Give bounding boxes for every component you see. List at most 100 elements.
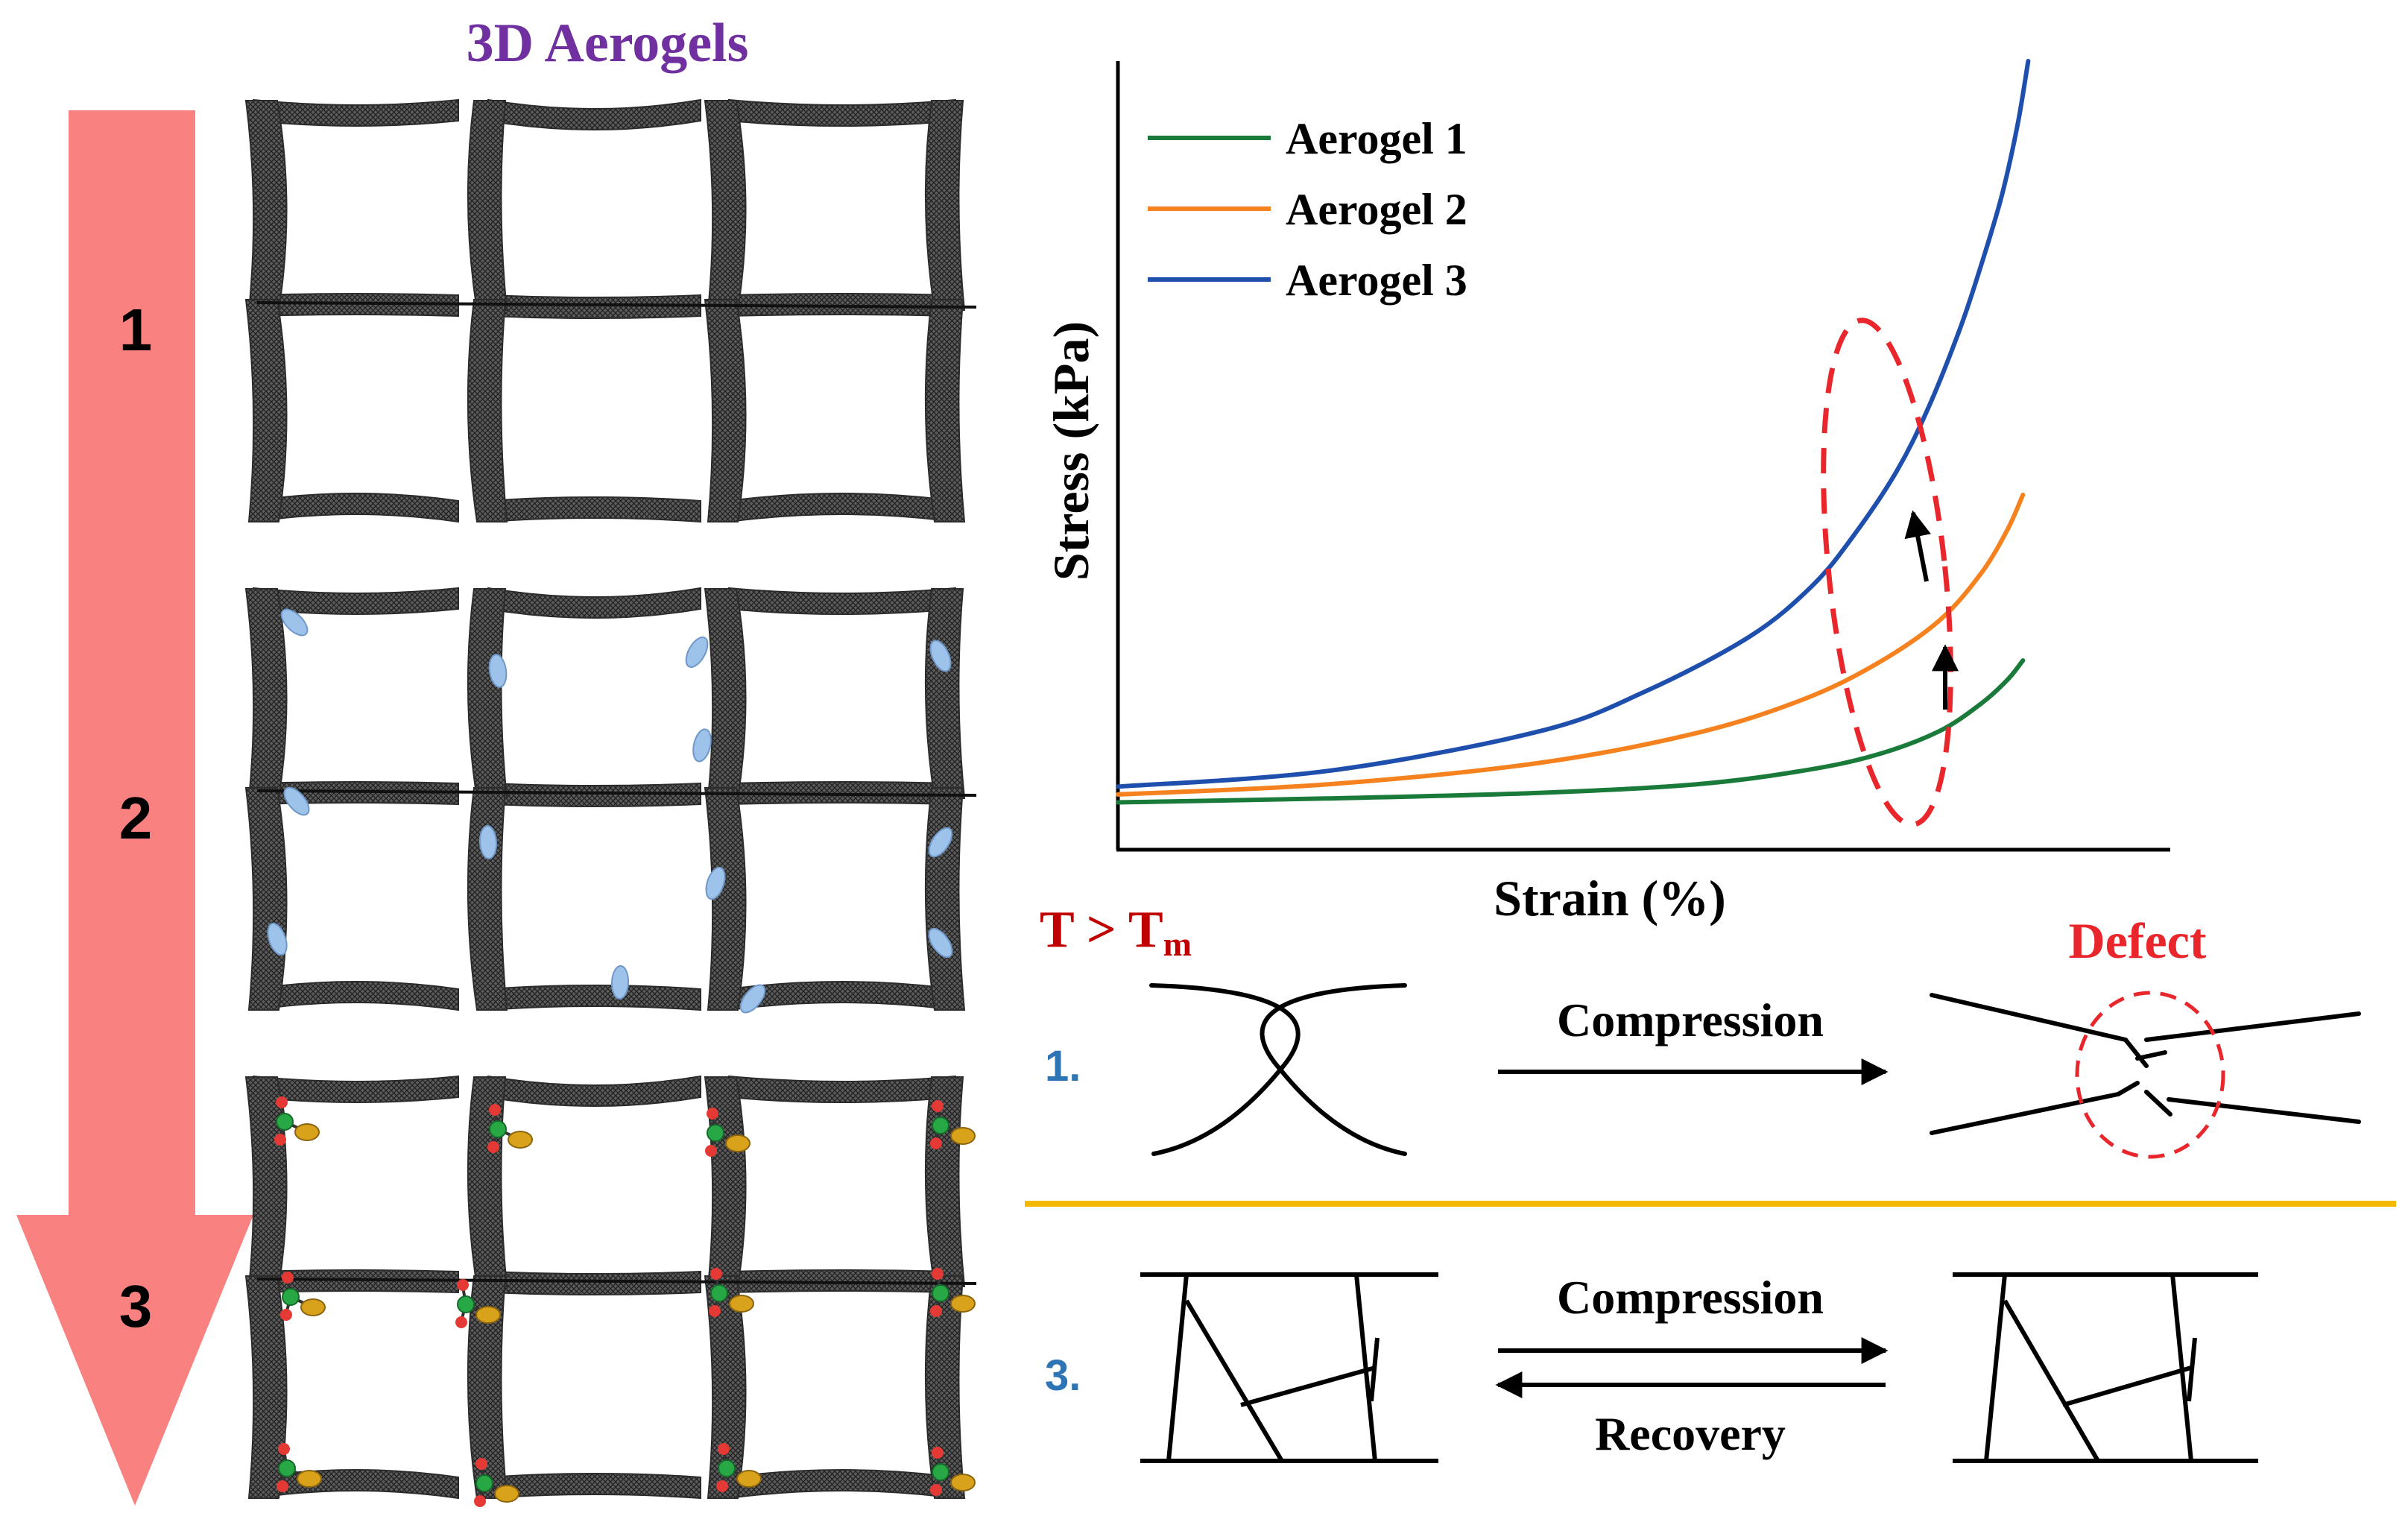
- crosslinker-molecule: [276, 1443, 322, 1492]
- cell-wall: [487, 587, 701, 619]
- cell-wall: [924, 1076, 966, 1287]
- crosslinker-molecule: [455, 1279, 501, 1328]
- progression-arrow: [16, 110, 253, 1506]
- cell-wall: [924, 1275, 966, 1499]
- increase-arrow-upper: [1904, 510, 1931, 582]
- crosslinker-molecule: [274, 1096, 320, 1146]
- crosslinker-molecule: [280, 1272, 326, 1321]
- cell-wall: [467, 299, 508, 522]
- nanoparticle-bead: [705, 866, 726, 900]
- cell-wall: [253, 587, 459, 615]
- cell-wall: [487, 985, 701, 1011]
- cell-wall: [487, 98, 701, 130]
- legend-label-aerogel-1: Aerogel 1: [1286, 114, 1467, 163]
- cell-wall: [728, 1469, 956, 1500]
- cell-wall: [704, 299, 747, 522]
- right-arc: [1260, 983, 1407, 1156]
- cell-wall: [487, 782, 701, 807]
- nanoparticle-bead: [685, 637, 709, 668]
- legend-item-aerogel-1: Aerogel 1: [1148, 114, 1467, 163]
- cell-wall: [728, 587, 956, 615]
- aerogel-frame-2: [244, 587, 977, 1014]
- nanoparticle-bead: [488, 654, 508, 688]
- defect-ellipse: [2075, 991, 2225, 1159]
- y-axis-label: Stress (kPa): [1043, 321, 1099, 581]
- cell-wall: [467, 100, 508, 311]
- compression-label-1: Compression: [1557, 994, 1824, 1046]
- cell-wall: [244, 588, 288, 799]
- cell-wall: [487, 294, 701, 319]
- series-line-aerogel-1: [1116, 658, 2026, 805]
- cell-wall: [244, 1076, 288, 1287]
- legend-item-aerogel-2: Aerogel 2: [1148, 185, 1467, 234]
- cell-wall: [253, 293, 459, 318]
- cell-wall: [244, 100, 288, 311]
- cell-wall: [924, 100, 966, 311]
- cell-wall: [924, 299, 966, 522]
- cell-wall: [704, 100, 747, 311]
- cell-wall: [467, 1076, 508, 1287]
- cell-wall: [728, 98, 956, 127]
- nanoparticle-bead: [610, 965, 630, 1000]
- network-after-diagram: [1953, 1272, 2258, 1463]
- fibre-line: [256, 301, 977, 309]
- cell-wall: [244, 787, 288, 1011]
- left-arc: [1149, 983, 1301, 1156]
- stage-label-1: 1: [119, 297, 153, 363]
- cell-wall: [704, 787, 747, 1011]
- legend: Aerogel 1 Aerogel 2 Aerogel 3: [1148, 114, 1467, 305]
- nanoparticle-bead: [739, 984, 766, 1014]
- reversible-arrows: [1495, 1337, 1889, 1398]
- nanoparticle-bead: [928, 927, 953, 959]
- aerogel-frame-1: [244, 98, 977, 523]
- defect-diagram: [1930, 991, 2361, 1159]
- temperature-main: T > T: [1040, 901, 1163, 959]
- cell-wall: [253, 1075, 459, 1103]
- nanoparticle-bead: [478, 825, 498, 859]
- crosslinker-molecule: [930, 1447, 976, 1496]
- cell-wall: [467, 787, 508, 1011]
- cell-wall: [924, 588, 966, 799]
- cell-wall: [253, 98, 459, 127]
- nanoparticle-bead: [692, 728, 712, 762]
- cell-wall: [467, 588, 508, 799]
- crosslinker-molecule: [930, 1268, 976, 1317]
- cell-wall: [487, 496, 701, 523]
- cell-wall: [728, 1075, 956, 1103]
- nanoparticle-bead: [280, 608, 309, 637]
- stress-strain-chart: Stress (kPa) Strain (%) Aerogel 1 Aeroge…: [1043, 59, 2170, 926]
- crosslinker-molecule: [487, 1104, 533, 1153]
- cell-wall: [253, 981, 459, 1011]
- mechanism-3-number: 3.: [1045, 1351, 1081, 1400]
- cell-wall: [487, 1270, 701, 1295]
- compression-label-3: Compression: [1557, 1271, 1824, 1324]
- nanoparticle-bead: [283, 786, 310, 816]
- fibre-line: [256, 1278, 977, 1285]
- cell-wall: [704, 588, 747, 799]
- legend-label-aerogel-2: Aerogel 2: [1286, 185, 1467, 234]
- cell-wall: [487, 1473, 701, 1500]
- series-line-aerogel-3: [1116, 59, 2031, 789]
- defect-label: Defect: [2069, 912, 2207, 969]
- temperature-subscript: m: [1163, 925, 1192, 963]
- cell-wall: [244, 299, 288, 522]
- recovery-label-3: Recovery: [1595, 1407, 1786, 1460]
- highlight-ellipse: [1821, 318, 1953, 827]
- fibre-line: [256, 789, 977, 797]
- cell-wall: [487, 1075, 701, 1107]
- nanoparticle-bead: [267, 922, 288, 956]
- mechanism-1-number: 1.: [1045, 1042, 1081, 1090]
- network-before-diagram: [1140, 1272, 1438, 1463]
- nanoparticle-bead: [928, 827, 953, 858]
- aerogel-frame-3: [244, 1075, 977, 1507]
- stage-label-3: 3: [119, 1273, 153, 1339]
- contact-junction-diagram: [1149, 983, 1407, 1156]
- cell-wall: [924, 787, 966, 1011]
- crosslinker-molecule: [930, 1100, 976, 1149]
- x-axis-label: Strain (%): [1494, 870, 1726, 926]
- cell-wall: [253, 1269, 459, 1294]
- crosslinker-molecule: [474, 1458, 519, 1507]
- nanoparticle-bead: [929, 640, 952, 672]
- panel-title: 3D Aerogels: [467, 13, 749, 74]
- cell-wall: [253, 493, 459, 523]
